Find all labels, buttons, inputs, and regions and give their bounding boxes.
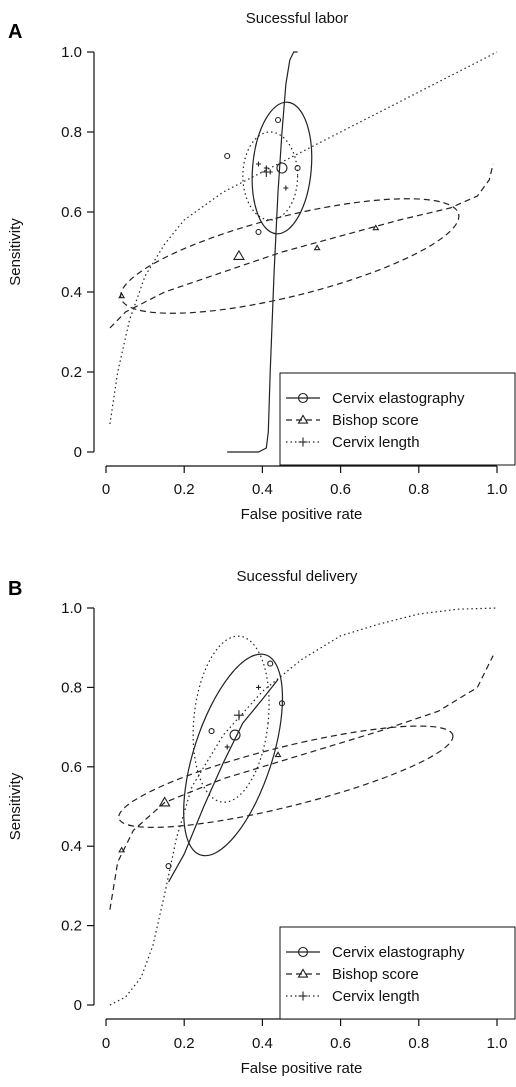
x-tick-label: 0 [102,1035,110,1052]
y-axis-label: Sensitivity [7,772,24,840]
x-tick-label: 1.0 [487,481,508,498]
y-tick-label: 0 [74,444,82,461]
study-point [372,224,380,231]
legend-item: Cervix elastography [286,390,465,407]
y-tick-label: 0.6 [61,759,82,776]
study-point [283,185,289,191]
legend-label: Bishop score [332,412,419,429]
x-tick-label: 0.4 [252,1035,273,1052]
y-tick-label: 0.4 [61,838,82,855]
study-point [208,728,215,735]
confidence-region [242,131,299,221]
chart-title: Sucessful labor [246,10,349,27]
study-point [224,744,230,750]
panel-letter: B [8,578,22,600]
legend-item: Cervix elastography [286,944,465,961]
legend-label: Cervix elastography [332,944,465,961]
study-point [118,846,126,853]
y-tick-label: 0 [74,997,82,1014]
legend: Cervix elastography Bishop score Cervix le… [279,372,516,466]
confidence-region [118,725,454,828]
legend-marker-plus [298,991,308,1001]
legend-label: Cervix elastography [332,390,465,407]
series-plus [109,51,498,425]
x-tick-label: 0.2 [174,481,195,498]
x-tick-label: 0.8 [408,1035,429,1052]
legend-label: Cervix length [332,434,420,451]
study-point [224,152,231,160]
legend-label: Bishop score [332,966,419,983]
y-tick-label: 0.8 [61,679,82,696]
confidence-region [120,198,460,314]
series-plus [109,607,498,1006]
chart-title: Sucessful delivery [237,568,358,585]
x-tick-label: 0.6 [330,1035,351,1052]
summary-point [276,162,288,174]
sroc-curve [109,163,494,329]
x-axis-label: False positive rate [241,1060,363,1077]
legend-marker-plus [298,437,308,447]
summary-point [261,167,272,177]
series-circle [165,653,286,883]
x-tick-label: 0.2 [174,1035,195,1052]
y-tick-label: 0.4 [61,284,82,301]
panel-a: Sucessful labor A 0 0.2 0.4 0.6 0.8 1.0 0 0.2 0.4 0… [7,10,516,523]
y-tick-label: 0.8 [61,124,82,141]
x-axis-label: False positive rate [241,506,363,523]
y-tick-label: 1.0 [61,600,82,617]
series-triangle [109,163,494,329]
y-tick-label: 0.6 [61,204,82,221]
study-point [255,161,261,167]
x-tick-label: 0.8 [408,481,429,498]
confidence-region [192,635,270,803]
y-tick-label: 0.2 [61,364,82,381]
legend-item: Cervix length [286,988,420,1005]
legend-marker-circle [297,946,309,958]
study-point [255,684,261,690]
legend-label: Cervix length [332,988,420,1005]
confidence-region [251,101,313,235]
sroc-curve [109,655,494,910]
y-axis-label: Sensitivity [7,218,24,286]
series-triangle [109,655,494,910]
series-circle [224,51,313,453]
study-point [274,116,282,124]
confidence-region [183,653,284,857]
panel-letter: A [8,21,22,43]
legend: Cervix elastography Bishop score Cervix le… [279,926,516,1020]
legend-item: Cervix length [286,434,420,451]
x-tick-label: 1.0 [487,1035,508,1052]
study-point [274,751,282,758]
y-tick-label: 0.2 [61,918,82,935]
x-tick-label: 0.6 [330,481,351,498]
study-point [118,292,126,299]
legend-marker-triangle [297,968,309,978]
panel-b: Sucessful delivery B 0 0.2 0.4 0.6 0.8 1.0 0 0.2 0… [7,568,516,1077]
sroc-curve [168,679,279,883]
legend-marker-circle [297,392,309,404]
x-tick-label: 0.4 [252,481,273,498]
sroc-curve [109,607,498,1006]
summary-point [233,710,244,721]
study-point [313,244,321,251]
summary-point [229,729,241,741]
y-tick-label: 1.0 [61,44,82,61]
legend-item: Bishop score [286,966,419,983]
legend-item: Bishop score [286,412,419,429]
summary-point [158,796,171,807]
legend-box [279,926,516,1020]
study-point [267,660,274,667]
sroc-curve [227,51,298,453]
sroc-curve [109,51,498,425]
legend-box [279,372,516,466]
legend-marker-triangle [297,414,309,424]
x-tick-label: 0 [102,481,110,498]
summary-point [232,249,245,260]
study-point [255,228,262,236]
study-point [278,700,286,707]
